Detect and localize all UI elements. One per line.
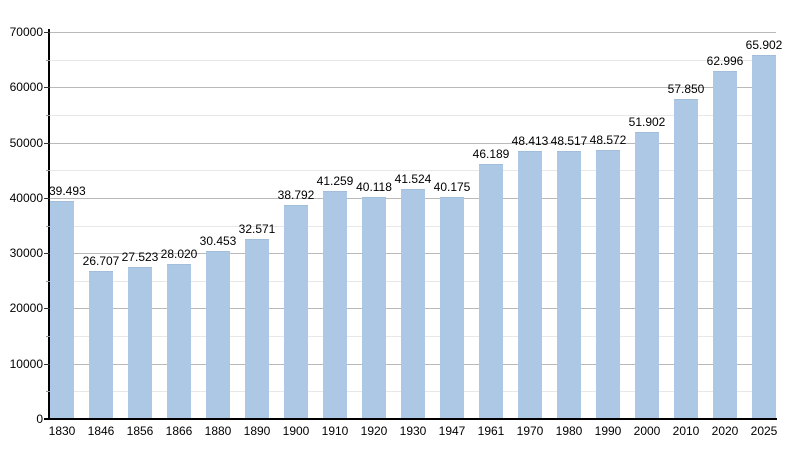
x-axis-tick-label: 1970 bbox=[516, 424, 544, 438]
bar-value-label: 38.792 bbox=[277, 187, 315, 202]
x-axis-tick-label: 1910 bbox=[321, 424, 349, 438]
bar-value-label: 39.493 bbox=[49, 183, 86, 198]
x-axis-tick-label: 1866 bbox=[165, 424, 193, 438]
x-axis-tick-label: 2025 bbox=[750, 424, 778, 438]
y-axis-tick-label: 30000 bbox=[9, 246, 43, 261]
x-axis-line bbox=[44, 418, 777, 420]
bar bbox=[323, 190, 347, 419]
bar bbox=[674, 99, 698, 419]
bar bbox=[752, 54, 776, 419]
x-axis-tick-label: 1900 bbox=[282, 424, 310, 438]
bar-value-label: 48.517 bbox=[550, 133, 588, 148]
x-axis-tick-label: 1930 bbox=[399, 424, 427, 438]
y-axis-tick-label: 0 bbox=[36, 412, 43, 426]
x-axis-tick-label: 1856 bbox=[126, 424, 154, 438]
bar-value-label: 62.996 bbox=[706, 53, 744, 68]
y-axis-line bbox=[48, 29, 50, 420]
bar-value-label: 46.189 bbox=[472, 146, 510, 161]
y-axis-tick-label: 70000 bbox=[9, 25, 43, 39]
bar bbox=[479, 163, 503, 419]
x-axis-tick-label: 2000 bbox=[633, 424, 661, 438]
bar-value-label: 57.850 bbox=[667, 82, 705, 97]
minor-gridline bbox=[50, 60, 776, 61]
y-axis-tick bbox=[44, 87, 50, 88]
y-axis-tick bbox=[44, 308, 50, 309]
x-axis-tick-label: 2020 bbox=[711, 424, 739, 438]
y-axis-tick-label: 20000 bbox=[9, 301, 43, 316]
y-axis-tick-label: 60000 bbox=[9, 80, 43, 95]
y-axis-tick bbox=[44, 143, 50, 144]
bar bbox=[518, 151, 542, 419]
x-axis-tick-label: 1961 bbox=[477, 424, 505, 438]
bar bbox=[596, 150, 620, 419]
bar-value-label: 65.902 bbox=[745, 37, 783, 52]
y-axis-tick bbox=[44, 253, 50, 254]
bar-value-label: 28.020 bbox=[160, 247, 198, 262]
bar bbox=[713, 70, 737, 419]
bar-value-label: 51.902 bbox=[628, 115, 666, 130]
bar bbox=[401, 189, 425, 419]
bar-value-label: 48.572 bbox=[589, 133, 627, 148]
x-axis-tick-label: 1830 bbox=[48, 424, 76, 438]
bar-value-label: 27.523 bbox=[121, 249, 159, 264]
bar bbox=[635, 132, 659, 419]
x-axis-tick-label: 1980 bbox=[555, 424, 583, 438]
bar bbox=[557, 150, 581, 419]
y-axis-tick bbox=[44, 32, 50, 33]
x-axis-tick-label: 1846 bbox=[87, 424, 115, 438]
bar-value-label: 48.413 bbox=[511, 134, 549, 149]
bar bbox=[206, 250, 230, 419]
y-axis-tick bbox=[46, 115, 50, 116]
x-axis-tick-label: 1947 bbox=[438, 424, 466, 438]
bar bbox=[245, 238, 269, 419]
minor-gridline bbox=[50, 170, 776, 171]
bar bbox=[89, 271, 113, 419]
x-axis-tick-label: 1920 bbox=[360, 424, 388, 438]
plot-area: 0 10000 20000 30000 40000 50000 60000 70000 39.4… bbox=[10, 25, 783, 438]
y-axis-tick bbox=[46, 391, 50, 392]
x-axis-tick-label: 1890 bbox=[243, 424, 271, 438]
bar-value-label: 32.571 bbox=[238, 221, 276, 236]
bar-value-label: 41.524 bbox=[394, 172, 432, 187]
y-axis-tick-label: 50000 bbox=[9, 135, 43, 150]
y-axis-tick bbox=[46, 170, 50, 171]
major-gridline bbox=[50, 143, 776, 144]
y-axis-tick-label: 40000 bbox=[9, 190, 43, 205]
bar bbox=[50, 200, 74, 419]
bar-value-label: 41.259 bbox=[316, 173, 354, 188]
minor-gridline bbox=[50, 115, 776, 116]
bar bbox=[167, 264, 191, 419]
bar bbox=[128, 266, 152, 419]
y-axis-tick bbox=[44, 198, 50, 199]
y-axis-tick bbox=[46, 60, 50, 61]
bar-value-label: 26.707 bbox=[82, 254, 120, 269]
x-axis-tick-label: 2010 bbox=[672, 424, 700, 438]
x-axis-tick-label: 1990 bbox=[594, 424, 622, 438]
major-gridline bbox=[50, 32, 776, 33]
y-axis-tick-label: 10000 bbox=[9, 356, 43, 371]
y-axis-tick bbox=[46, 226, 50, 227]
y-axis-tick bbox=[46, 281, 50, 282]
bar-value-label: 40.118 bbox=[356, 180, 392, 195]
x-axis-tick-label: 1880 bbox=[204, 424, 232, 438]
bar bbox=[362, 197, 386, 419]
major-gridline bbox=[50, 87, 776, 88]
bar bbox=[284, 204, 308, 419]
bar-value-label: 40.175 bbox=[433, 179, 471, 194]
bar bbox=[440, 196, 464, 419]
bar-value-label: 30.453 bbox=[199, 233, 237, 248]
y-axis-tick bbox=[44, 364, 50, 365]
y-axis-tick bbox=[46, 336, 50, 337]
